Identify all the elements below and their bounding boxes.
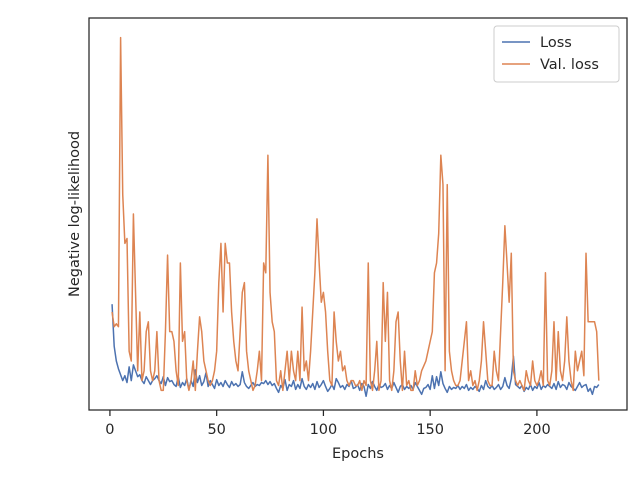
x-tick-label: 200 (523, 422, 551, 438)
x-tick-label: 0 (105, 422, 114, 438)
plot-frame (88, 17, 628, 411)
legend-box (493, 25, 620, 83)
data-line (111, 36, 600, 392)
x-tick-label: 100 (310, 422, 338, 438)
y-axis-label: Negative log-likelihood (67, 131, 83, 297)
x-axis-label: Epochs (332, 446, 384, 462)
legend-label: Val. loss (540, 57, 599, 73)
x-tick-label: 50 (207, 422, 225, 438)
x-tick-label: 150 (416, 422, 444, 438)
data-line (111, 304, 600, 398)
legend-label: Loss (540, 35, 572, 51)
